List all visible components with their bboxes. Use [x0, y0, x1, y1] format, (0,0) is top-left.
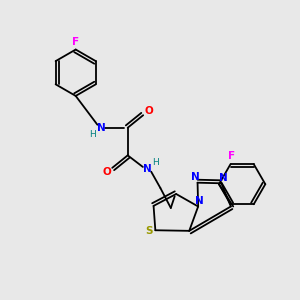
Text: N: N [195, 196, 204, 206]
Text: F: F [229, 151, 236, 161]
Text: N: N [191, 172, 200, 182]
Text: N: N [219, 173, 228, 183]
Text: O: O [144, 106, 153, 116]
Text: S: S [145, 226, 153, 236]
Text: F: F [72, 37, 79, 47]
Text: O: O [103, 167, 111, 177]
Text: N: N [143, 164, 152, 174]
Text: H: H [89, 130, 96, 139]
Text: N: N [97, 123, 105, 133]
Text: H: H [152, 158, 159, 167]
